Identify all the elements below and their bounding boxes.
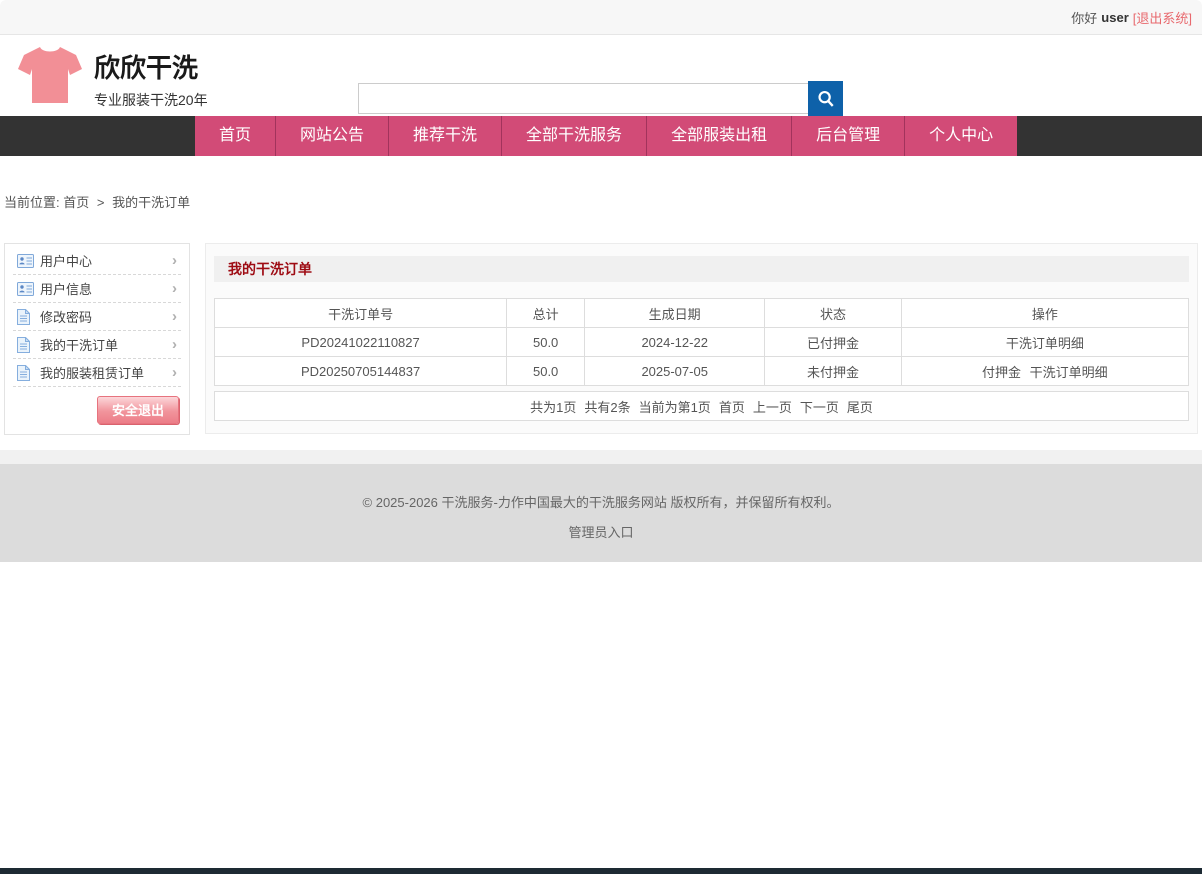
order-no-cell: PD20250705144837: [213, 356, 508, 386]
document-icon: [17, 336, 34, 353]
document-icon: [17, 364, 34, 381]
header: 欣欣干洗 专业服装干洗20年: [0, 35, 1202, 116]
breadcrumb-current: 我的干洗订单: [112, 195, 191, 210]
sidebar-item-my-dryclean-orders[interactable]: 我的干洗订单 ›: [13, 331, 181, 359]
sidebar-item-label: 用户中心: [40, 254, 93, 269]
order-detail-link[interactable]: 干洗订单明细: [1029, 364, 1108, 380]
prev-page-link[interactable]: 上一页: [752, 399, 792, 415]
status-cell: 已付押金: [764, 327, 902, 357]
order-detail-link[interactable]: 干洗订单明细: [1005, 335, 1084, 351]
nav-item-home[interactable]: 首页: [195, 116, 276, 156]
panel-title: 我的干洗订单: [214, 256, 1189, 282]
table-row: PD20250705144837 50.0 2025-07-05 未付押金 付押…: [213, 356, 1190, 386]
tshirt-logo-icon: [18, 47, 82, 103]
sidebar-item-label: 用户信息: [40, 282, 93, 297]
total-pages-text: 共为1页: [530, 399, 577, 415]
topbar: 你好 user [退出系统]: [0, 0, 1202, 35]
actions-cell: 付押金 干洗订单明细: [900, 356, 1190, 386]
search-button[interactable]: [808, 81, 843, 116]
chevron-right-icon: ›: [172, 364, 177, 381]
username-text: user: [1101, 9, 1129, 25]
id-card-icon: [17, 253, 34, 268]
nav-item-recommended[interactable]: 推荐干洗: [388, 116, 502, 156]
nav-item-rentals[interactable]: 全部服装出租: [646, 116, 792, 156]
prefooter-strip: [0, 450, 1202, 464]
actions-cell: 干洗订单明细: [900, 327, 1190, 357]
user-sidebar: 用户中心 › 用户信息 ›: [4, 243, 190, 435]
breadcrumb-separator: >: [96, 195, 105, 210]
search-input[interactable]: [358, 83, 808, 114]
nav-item-admin[interactable]: 后台管理: [791, 116, 905, 156]
greeting-text: 你好: [1071, 10, 1098, 26]
content-area: 用户中心 › 用户信息 ›: [0, 243, 1202, 435]
total-cell: 50.0: [506, 327, 586, 357]
admin-entry-link[interactable]: 管理员入口: [568, 525, 634, 540]
search-bar: [358, 81, 843, 116]
col-header-actions: 操作: [900, 298, 1190, 328]
sidebar-item-label: 修改密码: [40, 310, 93, 325]
chevron-right-icon: ›: [172, 280, 177, 297]
logout-link[interactable]: [退出系统]: [1132, 10, 1192, 26]
sidebar-item-change-password[interactable]: 修改密码 ›: [13, 303, 181, 331]
main-nav: 首页 网站公告 推荐干洗 全部干洗服务 全部服装出租 后台管理 个人中心: [0, 116, 1202, 156]
bottom-dark-bar: [0, 868, 1202, 874]
next-page-link[interactable]: 下一页: [799, 399, 839, 415]
footer: © 2025-2026 干洗服务-力作中国最大的干洗服务网站 版权所有，并保留所…: [0, 464, 1202, 562]
orders-table: 干洗订单号 总计 生成日期 状态 操作 PD20241022110827 50.…: [213, 298, 1190, 386]
nav-item-announcements[interactable]: 网站公告: [275, 116, 389, 156]
status-cell: 未付押金: [764, 356, 902, 386]
chevron-right-icon: ›: [172, 252, 177, 269]
site-name: 欣欣干洗: [94, 53, 199, 83]
table-row: PD20241022110827 50.0 2024-12-22 已付押金 干洗…: [213, 327, 1190, 357]
chevron-right-icon: ›: [172, 336, 177, 353]
sidebar-item-user-info[interactable]: 用户信息 ›: [13, 275, 181, 303]
main-panel: 我的干洗订单 干洗订单号 总计 生成日期 状态 操作 PD20241022110…: [205, 243, 1198, 434]
col-header-total: 总计: [506, 298, 586, 328]
nav-item-personal-center[interactable]: 个人中心: [904, 116, 1018, 156]
safe-exit-button[interactable]: 安全退出: [96, 396, 179, 424]
last-page-link[interactable]: 尾页: [846, 399, 873, 415]
total-items-text: 共有2条: [584, 399, 631, 415]
sidebar-item-label: 我的服装租赁订单: [40, 366, 145, 381]
col-header-status: 状态: [764, 298, 902, 328]
breadcrumb: 当前位置: 首页 > 我的干洗订单: [0, 156, 1202, 211]
current-page-text: 当前为第1页: [638, 399, 711, 415]
sidebar-item-my-rental-orders[interactable]: 我的服装租赁订单 ›: [13, 359, 181, 387]
table-header-row: 干洗订单号 总计 生成日期 状态 操作: [213, 298, 1190, 328]
col-header-date: 生成日期: [584, 298, 766, 328]
sidebar-item-label: 我的干洗订单: [40, 338, 119, 353]
order-no-cell: PD20241022110827: [213, 327, 508, 357]
document-icon: [17, 308, 34, 325]
site-tagline: 专业服装干洗20年: [94, 92, 208, 109]
sidebar-item-user-center[interactable]: 用户中心 ›: [13, 247, 181, 275]
date-cell: 2025-07-05: [584, 356, 766, 386]
breadcrumb-home-link[interactable]: 首页: [63, 195, 90, 210]
pay-deposit-link[interactable]: 付押金: [981, 364, 1021, 380]
id-card-icon: [17, 281, 34, 296]
nav-item-all-services[interactable]: 全部干洗服务: [501, 116, 647, 156]
total-cell: 50.0: [506, 356, 586, 386]
search-icon: [817, 90, 834, 107]
pagination-bar: 共为1页 共有2条 当前为第1页 首页 上一页 下一页 尾页: [214, 391, 1189, 421]
logo[interactable]: 欣欣干洗 专业服装干洗20年: [18, 45, 208, 110]
chevron-right-icon: ›: [172, 308, 177, 325]
breadcrumb-prefix: 当前位置:: [4, 195, 60, 210]
col-header-order-no: 干洗订单号: [213, 298, 508, 328]
first-page-link[interactable]: 首页: [718, 399, 745, 415]
copyright-text: © 2025-2026 干洗服务-力作中国最大的干洗服务网站 版权所有，并保留所…: [362, 495, 840, 510]
date-cell: 2024-12-22: [584, 327, 766, 357]
